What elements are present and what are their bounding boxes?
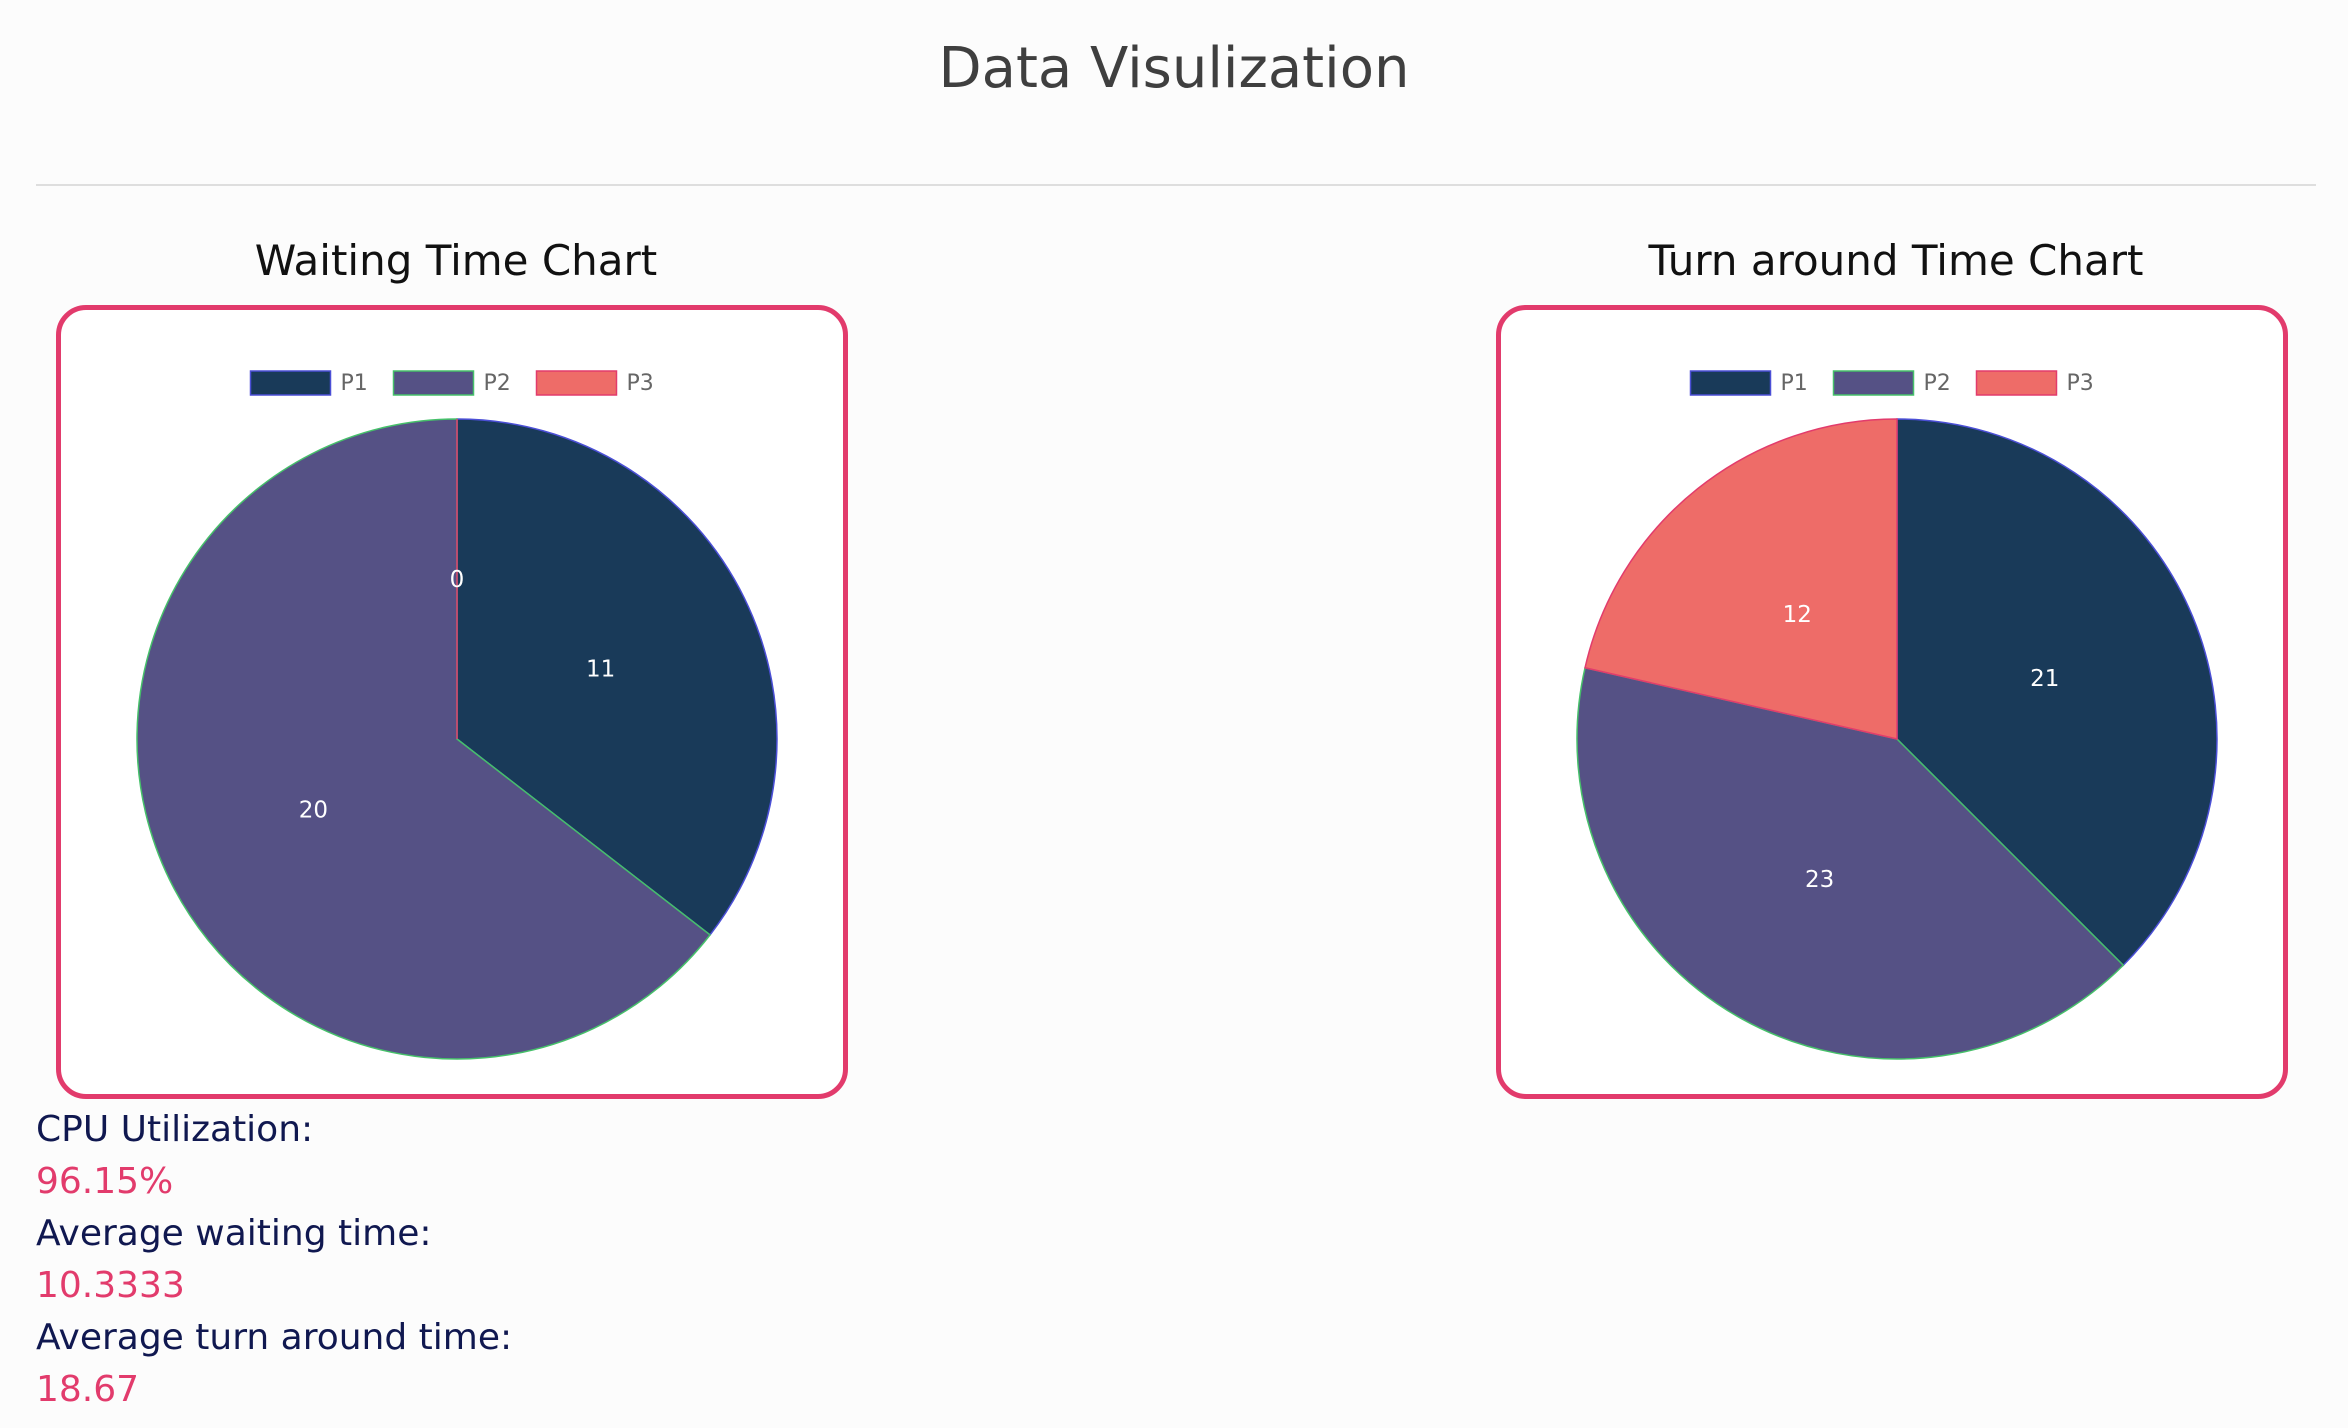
waiting-time-pie-chart: P1 P2 P3 11 20 0 (136, 370, 778, 1060)
legend-swatch-p1[interactable] (1689, 370, 1772, 396)
pie-slice-p2[interactable] (136, 418, 712, 1060)
legend-swatch-p3[interactable] (1975, 370, 2058, 396)
turnaround-time-chart-card: P1 P2 P3 21 23 12 (1496, 305, 2288, 1099)
pie-slice-p3[interactable] (1584, 418, 1898, 740)
stats-panel: CPU Utilization: 96.15% Average waiting … (36, 1104, 936, 1416)
legend-swatch-p3[interactable] (535, 370, 618, 396)
average-waiting-time-value: 10.3333 (36, 1265, 185, 1306)
cpu-utilization-label: CPU Utilization: (36, 1109, 314, 1150)
legend-label-p1[interactable]: P1 (341, 371, 368, 396)
legend-label-p2[interactable]: P2 (1924, 371, 1951, 396)
page-title: Data Visulization (938, 36, 1410, 101)
legend-swatch-p1[interactable] (249, 370, 332, 396)
legend-label-p2[interactable]: P2 (484, 371, 511, 396)
pie-slice-p2[interactable] (1576, 666, 2125, 1060)
average-waiting-time-label: Average waiting time: (36, 1213, 432, 1254)
average-turnaround-time-value: 18.67 (36, 1369, 140, 1410)
waiting-time-chart-card: P1 P2 P3 11 20 0 (56, 305, 848, 1099)
data-label-p3: 12 (1783, 602, 1812, 628)
average-turnaround-time-label: Average turn around time: (36, 1317, 513, 1358)
pie-slice-p1[interactable] (1896, 418, 2218, 967)
turnaround-time-chart-title: Turn around Time Chart (1648, 236, 2144, 285)
waiting-time-chart-title: Waiting Time Chart (254, 236, 658, 285)
turnaround-time-pie-chart: P1 P2 P3 21 23 12 (1576, 370, 2218, 1060)
data-label-p1: 21 (2030, 666, 2059, 692)
legend-label-p3[interactable]: P3 (2067, 371, 2094, 396)
pie-slice-p1[interactable] (456, 418, 778, 936)
legend-swatch-p2[interactable] (392, 370, 475, 396)
legend-swatch-p2[interactable] (1832, 370, 1915, 396)
data-label-p3: 0 (450, 567, 465, 593)
data-label-p2: 23 (1805, 867, 1834, 893)
data-label-p2: 20 (299, 797, 328, 823)
legend-label-p1[interactable]: P1 (1781, 371, 1808, 396)
legend-label-p3[interactable]: P3 (627, 371, 654, 396)
data-label-p1: 11 (586, 657, 615, 683)
cpu-utilization-value: 96.15% (36, 1161, 174, 1202)
title-divider (36, 184, 2316, 186)
